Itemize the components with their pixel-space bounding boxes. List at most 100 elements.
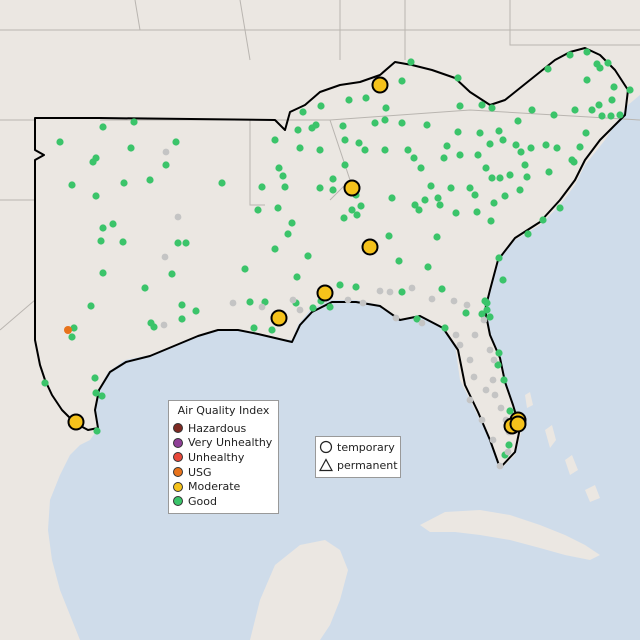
land-yucatan [250, 540, 348, 640]
good-marker [385, 232, 393, 240]
good-marker [462, 309, 470, 317]
good-marker [150, 323, 158, 331]
good-marker [483, 306, 491, 314]
good-marker [604, 59, 612, 67]
good-marker [596, 64, 604, 72]
no-data-marker [489, 376, 497, 384]
good-marker [494, 361, 502, 369]
aqi-legend: Air Quality Index Hazardous Very Unhealt… [168, 400, 279, 514]
good-marker [466, 184, 474, 192]
good-marker [296, 144, 304, 152]
good-marker [478, 101, 486, 109]
very-unhealthy-swatch [173, 437, 183, 448]
no-data-marker [504, 448, 512, 456]
good-marker [275, 164, 283, 172]
good-marker [353, 211, 361, 219]
good-marker [312, 121, 320, 129]
good-marker [261, 298, 269, 306]
no-data-marker [174, 213, 182, 221]
good-marker [452, 209, 460, 217]
land-bahamas [525, 392, 600, 502]
no-data-marker [359, 299, 367, 307]
good-marker [146, 176, 154, 184]
no-data-marker [162, 148, 170, 156]
good-marker [288, 219, 296, 227]
good-marker [271, 136, 279, 144]
hazardous-swatch [173, 423, 183, 434]
good-marker [583, 48, 591, 56]
no-data-marker [470, 373, 478, 381]
good-marker [91, 374, 99, 382]
good-swatch [173, 496, 183, 507]
good-marker [441, 324, 449, 332]
no-data-marker [418, 319, 426, 327]
good-marker [168, 270, 176, 278]
good-marker [500, 376, 508, 384]
good-marker [411, 201, 419, 209]
good-marker [345, 96, 353, 104]
good-marker [521, 161, 529, 169]
good-marker [127, 144, 135, 152]
legend-label: permanent [337, 458, 398, 472]
no-data-marker [486, 346, 494, 354]
site-type-legend: temporary permanent [315, 436, 401, 478]
no-data-marker [408, 284, 416, 292]
good-marker [92, 192, 100, 200]
good-marker [258, 183, 266, 191]
good-marker [443, 142, 451, 150]
good-marker [382, 104, 390, 112]
good-marker [570, 158, 578, 166]
good-marker [395, 257, 403, 265]
good-marker [355, 139, 363, 147]
good-marker [250, 324, 258, 332]
good-marker [598, 112, 606, 120]
good-marker [514, 117, 522, 125]
good-marker [141, 284, 149, 292]
legend-item-good: Good [169, 494, 278, 509]
good-marker [517, 148, 525, 156]
good-marker [178, 301, 186, 309]
good-marker [474, 151, 482, 159]
triangle-icon [319, 458, 333, 472]
legend-item-hazardous: Hazardous [169, 421, 278, 436]
good-marker [274, 204, 282, 212]
good-marker [616, 111, 624, 119]
good-marker [284, 230, 292, 238]
good-marker [254, 206, 262, 214]
good-marker [566, 51, 574, 59]
good-marker [433, 233, 441, 241]
good-marker [182, 239, 190, 247]
good-marker [523, 173, 531, 181]
good-marker [608, 96, 616, 104]
good-marker [607, 112, 615, 120]
good-marker [501, 192, 509, 200]
good-marker [109, 220, 117, 228]
good-marker [495, 127, 503, 135]
good-marker [488, 104, 496, 112]
good-marker [398, 77, 406, 85]
good-marker [92, 389, 100, 397]
good-marker [424, 263, 432, 271]
legend-item-usg: USG [169, 465, 278, 480]
good-marker [120, 179, 128, 187]
good-marker [119, 238, 127, 246]
no-data-marker [450, 297, 458, 305]
no-data-marker [289, 296, 297, 304]
good-marker [279, 172, 287, 180]
good-marker [339, 122, 347, 130]
good-marker [130, 118, 138, 126]
good-markers [41, 48, 634, 459]
legend-label: temporary [337, 440, 395, 454]
good-marker [404, 146, 412, 154]
good-marker [438, 285, 446, 293]
good-marker [553, 144, 561, 152]
good-marker [506, 171, 514, 179]
moderate-swatch [173, 481, 183, 492]
good-marker [70, 324, 78, 332]
good-marker [172, 138, 180, 146]
good-marker [93, 427, 101, 435]
good-marker [481, 297, 489, 305]
good-marker [539, 216, 547, 224]
